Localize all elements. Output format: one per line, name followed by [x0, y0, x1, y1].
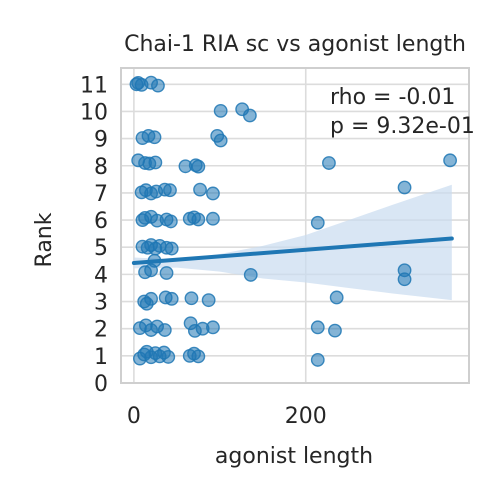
data-point-58 [144, 291, 158, 306]
data-point-5 [213, 104, 228, 118]
y-tick-label-3: 3 [94, 291, 108, 316]
regression-line [131, 236, 454, 265]
chart-title: Chai-1 RIA sc vs agonist length [124, 32, 466, 57]
data-point-4 [151, 78, 165, 93]
regression-layer [131, 236, 454, 265]
data-point-62 [201, 293, 216, 308]
y-axis-label: Rank [32, 212, 57, 267]
data-point-60 [164, 291, 179, 306]
data-point-63 [329, 290, 344, 305]
data-point-36 [163, 214, 178, 229]
data-point-7 [242, 108, 257, 123]
data-point-30 [397, 180, 412, 195]
y-tick-label-6: 6 [94, 209, 108, 234]
confidence-band-layer [133, 184, 452, 301]
y-tick-label-7: 7 [94, 182, 108, 207]
data-point-86 [310, 353, 325, 367]
y-tick-label-1: 1 [94, 345, 108, 370]
y-tick-label-8: 8 [94, 155, 108, 180]
y-tick-label-4: 4 [94, 263, 108, 288]
points-layer [129, 75, 457, 367]
y-tick-label-9: 9 [94, 128, 108, 153]
data-point-74 [328, 323, 342, 338]
y-tick-label-5: 5 [94, 236, 108, 261]
y-tick-label-2: 2 [94, 318, 108, 343]
data-point-53 [243, 268, 258, 282]
data-point-52 [159, 266, 174, 280]
data-point-19 [191, 159, 206, 174]
x-tick-label-1: 200 [285, 404, 327, 429]
data-point-21 [443, 153, 457, 168]
y-tick-label-11: 11 [80, 73, 108, 98]
confidence-band [133, 184, 452, 301]
data-point-82 [161, 350, 176, 364]
data-point-28 [193, 182, 207, 197]
data-point-61 [184, 291, 199, 306]
data-point-40 [206, 211, 220, 226]
data-point-85 [191, 349, 206, 364]
data-point-55 [397, 272, 412, 287]
data-point-72 [206, 320, 220, 335]
data-point-16 [148, 155, 163, 170]
data-point-51 [144, 263, 158, 278]
data-point-12 [213, 133, 228, 148]
plot-frame [120, 67, 470, 384]
p-value-annotation: p = 9.32e-01 [330, 114, 475, 139]
x-tick-label-0: 0 [127, 404, 141, 429]
data-point-27 [163, 183, 177, 198]
y-tick-label-10: 10 [80, 100, 108, 125]
x-axis-label: agonist length [215, 444, 373, 469]
rho-annotation: rho = -0.01 [330, 85, 455, 110]
data-point-20 [322, 156, 336, 170]
data-point-73 [310, 320, 325, 335]
y-tick-label-0: 0 [94, 372, 108, 397]
data-point-41 [310, 215, 325, 230]
x-tick-labels: 0 200 [127, 404, 327, 429]
data-point-48 [164, 241, 179, 256]
data-point-10 [147, 130, 162, 145]
data-point-39 [191, 212, 206, 227]
data-point-29 [206, 186, 220, 201]
data-point-68 [157, 323, 172, 337]
